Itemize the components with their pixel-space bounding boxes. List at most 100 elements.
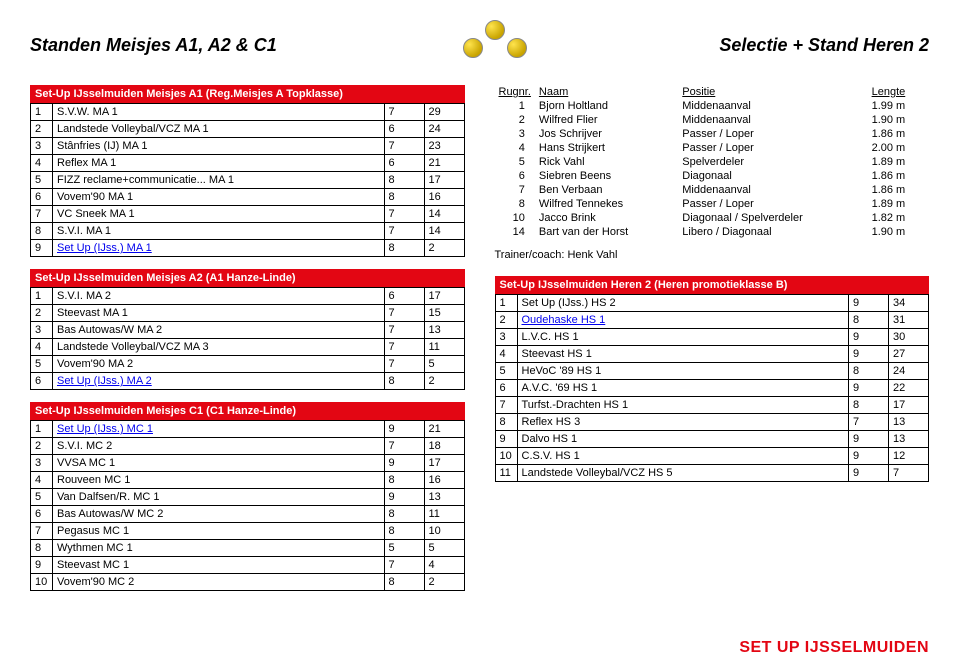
roster-cell: 2 [495,113,535,127]
section-title-ma1: Set-Up IJsselmuiden Meisjes A1 (Reg.Meis… [30,85,465,103]
roster-row: 6Siebren BeensDiagonaal1.86 m [495,169,930,183]
table-cell: 17 [889,397,929,414]
table-row: 5Van Dalfsen/R. MC 1913 [31,489,465,506]
table-cell: VVSA MC 1 [53,455,385,472]
team-link[interactable]: Set Up (IJss.) MA 1 [57,242,152,254]
trainer-label: Trainer/coach: Henk Vahl [495,249,930,261]
team-link[interactable]: Oudehaske HS 1 [522,314,606,326]
roster-cell: Hans Strijkert [535,141,678,155]
table-cell: 2 [31,121,53,138]
table-cell: 7 [384,322,424,339]
table-cell: 8 [384,240,424,257]
table-row: 6Bas Autowas/W MC 2811 [31,506,465,523]
table-cell: 11 [424,506,464,523]
standings-table-heren2: 1Set Up (IJss.) HS 29342 Oudehaske HS 1 8 3… [495,294,930,482]
table-row: 9Steevast MC 174 [31,557,465,574]
table-cell: 6 [384,121,424,138]
table-cell: Wythmen MC 1 [53,540,385,557]
standings-table-mc1: 1Set Up (IJss.) MC 19212S.V.I. MC 27183V… [30,420,465,591]
table-cell: 9 [849,465,889,482]
standings-table-ma2: 1S.V.I. MA 26172Steevast MA 17153Bas Aut… [30,287,465,390]
table-cell: 15 [424,305,464,322]
table-row: 5Vovem'90 MA 275 [31,356,465,373]
table-row: 2S.V.I. MC 2718 [31,438,465,455]
table-cell: 5 [424,540,464,557]
table-cell: 7 [495,397,517,414]
table-cell: 2 [31,438,53,455]
table-cell: Reflex MA 1 [53,155,385,172]
table-cell: 8 [384,523,424,540]
table-cell: Van Dalfsen/R. MC 1 [53,489,385,506]
team-link[interactable]: Set Up (IJss.) MC 1 [57,423,153,435]
table-cell: 27 [889,346,929,363]
roster-row: 10Jacco BrinkDiagonaal / Spelverdeler1.8… [495,211,930,225]
roster-header-cell: Rugnr. [495,85,535,99]
roster-header-cell: Naam [535,85,678,99]
table-cell: 3 [31,455,53,472]
table-cell: 9 [849,346,889,363]
table-cell: 8 [384,574,424,591]
roster-cell: Middenaanval [678,113,867,127]
table-row: 4Steevast HS 1927 [495,346,929,363]
table-cell: 4 [31,472,53,489]
table-cell: 8 [31,223,53,240]
roster-cell: Ben Verbaan [535,183,678,197]
roster-cell: Middenaanval [678,99,867,113]
table-cell: 2 [495,312,517,329]
table-cell: 9 [384,421,424,438]
roster-cell: 1.89 m [868,155,929,169]
table-cell: Dalvo HS 1 [517,431,849,448]
table-row: 8Reflex HS 3713 [495,414,929,431]
table-row: 7VC Sneek MA 1714 [31,206,465,223]
table-cell: C.S.V. HS 1 [517,448,849,465]
roster-cell: Passer / Loper [678,127,867,141]
roster-cell: 6 [495,169,535,183]
table-cell: 29 [424,104,464,121]
table-row: 1Set Up (IJss.) HS 2934 [495,295,929,312]
table-row: 11Landstede Volleybal/VCZ HS 597 [495,465,929,482]
table-cell: 5 [31,489,53,506]
roster-row: 4Hans StrijkertPasser / Loper2.00 m [495,141,930,155]
table-cell: VC Sneek MA 1 [53,206,385,223]
table-cell: Bas Autowas/W MC 2 [53,506,385,523]
table-cell: 9 [31,557,53,574]
table-cell: 8 [849,363,889,380]
table-row: 1S.V.W. MA 1729 [31,104,465,121]
table-cell: 18 [424,438,464,455]
table-row: 6Vovem'90 MA 1816 [31,189,465,206]
table-cell: 2 [424,373,464,390]
club-logo [463,20,533,70]
table-cell: 7 [384,206,424,223]
table-cell: Landstede Volleybal/VCZ HS 5 [517,465,849,482]
roster-cell: 3 [495,127,535,141]
table-cell: 13 [424,489,464,506]
standings-table-ma1: 1S.V.W. MA 17292Landstede Volleybal/VCZ … [30,103,465,257]
table-cell: Landstede Volleybal/VCZ MA 1 [53,121,385,138]
team-link[interactable]: Set Up (IJss.) MA 2 [57,375,152,387]
roster-cell: 14 [495,225,535,239]
roster-cell: 1.82 m [868,211,929,225]
table-cell: 21 [424,421,464,438]
table-cell: 21 [424,155,464,172]
table-cell: 8 [384,189,424,206]
table-cell: 3 [495,329,517,346]
table-cell: 5 [384,540,424,557]
table-row: 4Landstede Volleybal/VCZ MA 3711 [31,339,465,356]
table-row: 4Reflex MA 1621 [31,155,465,172]
roster-cell: Siebren Beens [535,169,678,183]
table-cell: 4 [495,346,517,363]
roster-table: Rugnr.NaamPositieLengte1Bjorn HoltlandMi… [495,85,930,239]
roster-cell: Middenaanval [678,183,867,197]
table-cell: 8 [849,397,889,414]
table-cell: 9 [849,329,889,346]
table-cell: 7 [384,438,424,455]
table-row: 3L.V.C. HS 1930 [495,329,929,346]
table-cell: Bas Autowas/W MA 2 [53,322,385,339]
table-cell: 6 [495,380,517,397]
table-cell: 17 [424,288,464,305]
table-cell: 9 [384,455,424,472]
table-cell: Stânfries (IJ) MA 1 [53,138,385,155]
table-cell: 17 [424,455,464,472]
roster-header-cell: Positie [678,85,867,99]
table-cell: Landstede Volleybal/VCZ MA 3 [53,339,385,356]
